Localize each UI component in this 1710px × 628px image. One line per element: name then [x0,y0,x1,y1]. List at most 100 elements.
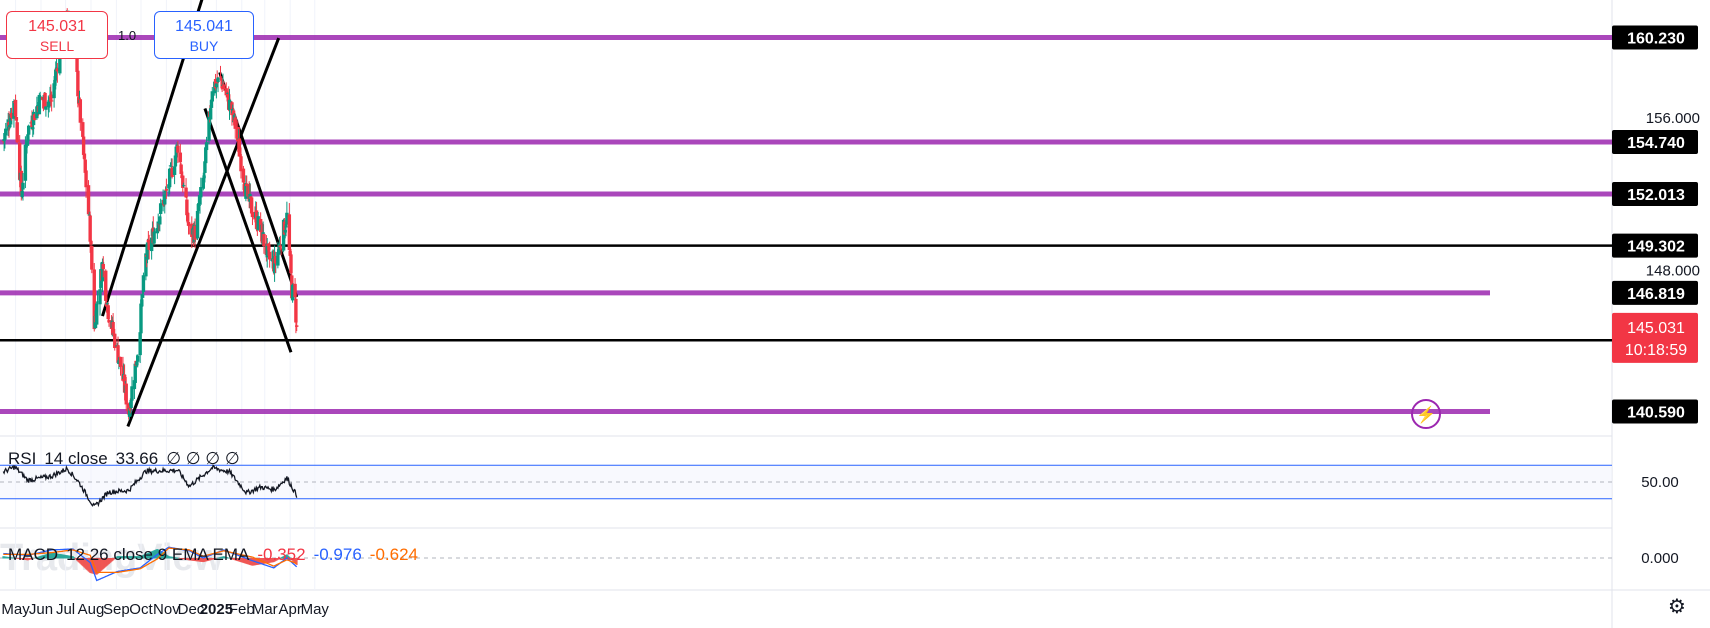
candle-body [89,241,93,244]
candle-body [54,69,58,81]
sell-button[interactable]: 145.031 SELL [6,11,108,59]
candle-body [49,100,54,102]
candle-body [284,226,288,228]
candle-body [90,245,94,270]
candle-body [203,161,207,173]
candle-body [283,229,287,233]
candle-body [76,70,80,97]
candle-body [26,134,30,141]
candle-body [295,325,299,327]
macd-histogram-value: -0.352 [257,545,306,564]
macd-signal-line [3,547,297,574]
candle-body [163,194,167,205]
settings-gear-icon[interactable]: ⚙ [1668,596,1686,618]
buy-price: 145.041 [175,18,233,35]
buy-button[interactable]: 145.041 BUY [154,11,254,59]
candle-body [186,221,191,226]
candle-body [4,128,8,136]
candle-body [21,182,25,190]
price-axis-tick-label: 148.000 [1646,262,1700,279]
candle-body [3,133,7,140]
candle-body [265,243,269,258]
candle-body [8,115,13,125]
candle-body [8,124,12,128]
candle-body [210,91,214,102]
candle-body [285,212,289,225]
sell-price: 145.031 [28,18,86,35]
rsi-label: RSI [8,449,37,468]
trendline [203,108,293,353]
candle-body [281,219,286,251]
candle-body [116,345,120,363]
candle-body [164,188,169,191]
time-axis-label: Nov [153,601,180,618]
lightning-icon-glyph: ⚡ [1416,405,1436,424]
time-axis-label: May [1,601,30,618]
candle-body [118,356,123,367]
current-price-label: 145.031 [1627,320,1685,337]
macd-label: MACD [8,545,59,564]
candle-body [101,263,105,270]
candle-body [262,233,266,247]
candle-body [276,249,281,255]
candle-body [52,83,56,99]
macd-line [3,546,298,582]
candle-body [24,144,28,148]
macd-histogram-bar [295,558,298,565]
price-level-label-bg [1612,233,1698,258]
candle-body [140,294,145,298]
time-axis-label: Sep [103,601,130,618]
candle-body [135,361,139,366]
candle-body [49,94,53,102]
candle-body [106,305,110,320]
price-level-label-bg [1612,25,1698,50]
time-axis-label: May [301,601,330,618]
candle-body [179,164,183,175]
candle-body [241,168,246,183]
candle-body [133,363,137,383]
candle-body [185,199,189,216]
candle-body [222,84,226,90]
rsi-line [2,464,298,508]
candle-body [95,301,100,303]
candle-body [37,94,42,115]
macd-legend[interactable]: MACD 12 26 close 9 EMA EMA -0.352 -0.976 -0.… [8,545,426,565]
candle-body [121,365,125,381]
rsi-value: 33.66 [115,449,159,468]
candle-body [129,400,133,409]
price-level-label-bg [1612,130,1698,155]
candle-body [17,142,22,180]
candle-body [227,99,232,110]
price-axis-tick-label: 156.000 [1646,110,1700,127]
candle-body [233,117,237,129]
rsi-placeholders: ∅ ∅ ∅ ∅ [166,449,240,468]
candle-body [238,154,242,157]
candle-body [138,332,142,356]
candle-body [218,76,223,78]
price-level-label: 160.230 [1627,31,1685,48]
candle-body [127,408,132,417]
candle-body [195,211,200,239]
candle-body [38,96,42,98]
candle-body [178,152,183,163]
candle-body [272,256,277,274]
candle-body [156,221,160,231]
candle-body [13,99,18,117]
candle-body [294,298,298,323]
macd-histogram-bar [288,556,291,559]
time-axis-label: Mar [252,601,278,618]
candle-body [155,228,160,234]
candle-body [20,191,24,197]
candle-body [14,116,19,121]
candle-body [207,112,211,141]
candle-body [128,405,133,411]
candle-body [267,244,271,251]
price-level-label: 140.590 [1627,404,1685,421]
candle-body [104,270,108,301]
quantity-field[interactable]: 1.0 [118,28,137,43]
rsi-legend[interactable]: RSI 14 close 33.66 ∅ ∅ ∅ ∅ [8,449,248,469]
candle-body [167,168,172,188]
candle-body [193,225,197,240]
candle-body [43,92,47,109]
